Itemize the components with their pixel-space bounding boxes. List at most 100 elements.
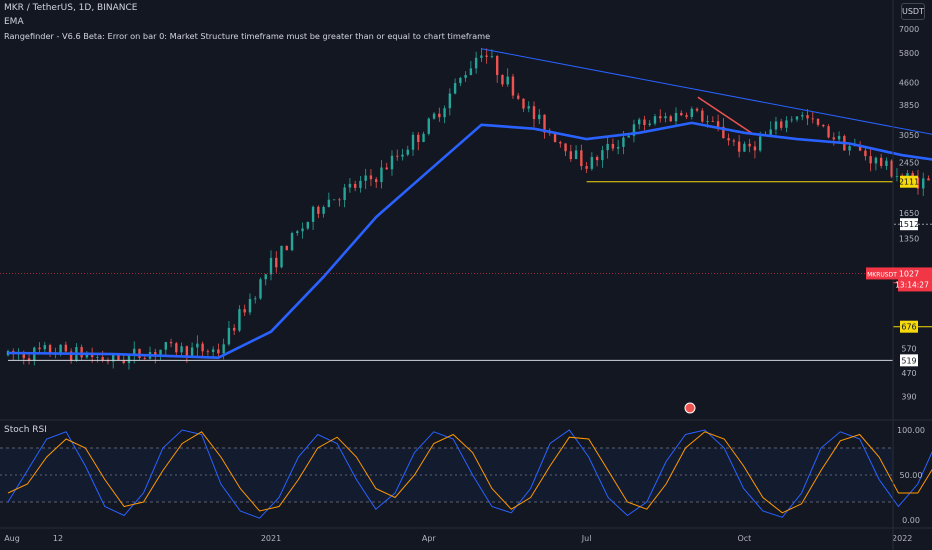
candle-body (716, 121, 720, 127)
candle-body (669, 116, 672, 122)
candle-body (559, 142, 562, 144)
candle-body (743, 143, 746, 152)
time-tick-label: 2022 (892, 534, 912, 543)
stoch-d-line (7, 431, 932, 514)
candle-body (380, 167, 383, 183)
candle-body (527, 106, 530, 109)
candle-body (701, 110, 704, 122)
candle-body (864, 150, 867, 157)
candle-body (874, 157, 878, 164)
candle-body (122, 359, 125, 363)
candle-body (190, 347, 194, 357)
candle-body (411, 134, 415, 150)
candle-body (622, 137, 625, 147)
candle-body (564, 143, 567, 152)
candle-body (722, 126, 725, 139)
candle-body (133, 348, 136, 356)
level-label-2111: 2111 (899, 178, 919, 187)
candle-body (38, 347, 41, 350)
candle-body (695, 108, 699, 111)
time-tick-label: 2021 (261, 534, 281, 543)
candle-body (580, 150, 583, 167)
candle-body (906, 173, 909, 177)
candle-body (490, 56, 494, 57)
candle-body (59, 344, 62, 354)
candle-body (306, 221, 310, 229)
candle-body (638, 119, 641, 125)
candle-body (85, 354, 89, 358)
level-label-676: 676 (901, 323, 916, 332)
candle-body (311, 206, 315, 222)
candle-body (69, 351, 73, 361)
candle-body (532, 106, 536, 120)
candle-body (422, 133, 425, 142)
candle-body (601, 150, 604, 161)
candle-body (848, 146, 851, 151)
candle-body (275, 257, 278, 268)
candle-body (175, 343, 178, 353)
price-tick-label: 1350 (899, 235, 919, 244)
candle-body (837, 136, 841, 140)
candle-body (254, 298, 257, 300)
candle-body (632, 124, 636, 136)
stoch-tick-label: 100.00 (897, 426, 925, 435)
candle-body (206, 351, 210, 353)
candle-body (616, 146, 620, 149)
ema-indicator-label[interactable]: EMA (4, 17, 24, 27)
candle-body (438, 113, 441, 118)
candle-body (748, 143, 751, 147)
candle-body (348, 183, 352, 188)
stoch-rsi-pane[interactable] (0, 429, 932, 519)
stoch-tick-label: 0.00 (902, 516, 920, 525)
candle-body (180, 346, 183, 353)
candle-body (758, 136, 762, 151)
candle-body (27, 358, 31, 361)
candle-body (201, 343, 204, 352)
candle-body (922, 178, 925, 189)
candle-body (332, 199, 336, 201)
candle-body (338, 199, 341, 201)
price-pane[interactable] (0, 48, 932, 421)
candle-body (343, 187, 346, 200)
candle-body (317, 206, 320, 214)
stoch-tick-label: 50.00 (900, 471, 923, 480)
candle-body (822, 124, 825, 127)
candle-body (248, 298, 252, 313)
candle-body (90, 354, 94, 358)
candle-body (164, 342, 167, 350)
event-flag-icon (684, 402, 696, 414)
rangefinder-indicator-label[interactable]: Rangefinder - V6.6 Beta: Error on bar 0:… (4, 31, 491, 41)
candle-body (232, 327, 236, 331)
candle-body (795, 116, 799, 120)
candle-body (80, 347, 83, 358)
candle-body (243, 309, 246, 313)
symbol-title: MKR / TetherUS, 1D, BINANCE (4, 3, 138, 13)
price-tick-label: 2450 (899, 159, 919, 168)
price-tick-label: 4600 (899, 79, 919, 88)
candle-body (217, 349, 220, 354)
candle-body (890, 160, 893, 177)
candle-body (296, 231, 299, 234)
candle-body (927, 178, 930, 181)
candle-body (417, 134, 420, 142)
candle-body (406, 149, 409, 155)
time-axis[interactable]: Aug122021AprJulOct2022AprJulOct2023AprJu… (0, 527, 932, 543)
price-axis[interactable]: 2111151295567651970005800460038503050245… (866, 0, 932, 550)
candle-body (117, 353, 120, 360)
currency-button[interactable]: USDT (901, 3, 925, 20)
level-label-bg-519 (900, 354, 918, 367)
last-price-tag-bg (898, 267, 932, 292)
candle-body (196, 343, 199, 348)
candle-body (727, 138, 730, 141)
price-tick-label: 3050 (899, 131, 919, 140)
candle-body (485, 55, 488, 57)
candle-body (154, 352, 157, 356)
candle-body (401, 154, 404, 157)
candle-body (495, 56, 499, 75)
candle-body (653, 116, 657, 124)
candle-body (211, 349, 215, 352)
candle-body (790, 119, 793, 121)
candle-body (375, 179, 378, 183)
candle-body (112, 353, 115, 362)
